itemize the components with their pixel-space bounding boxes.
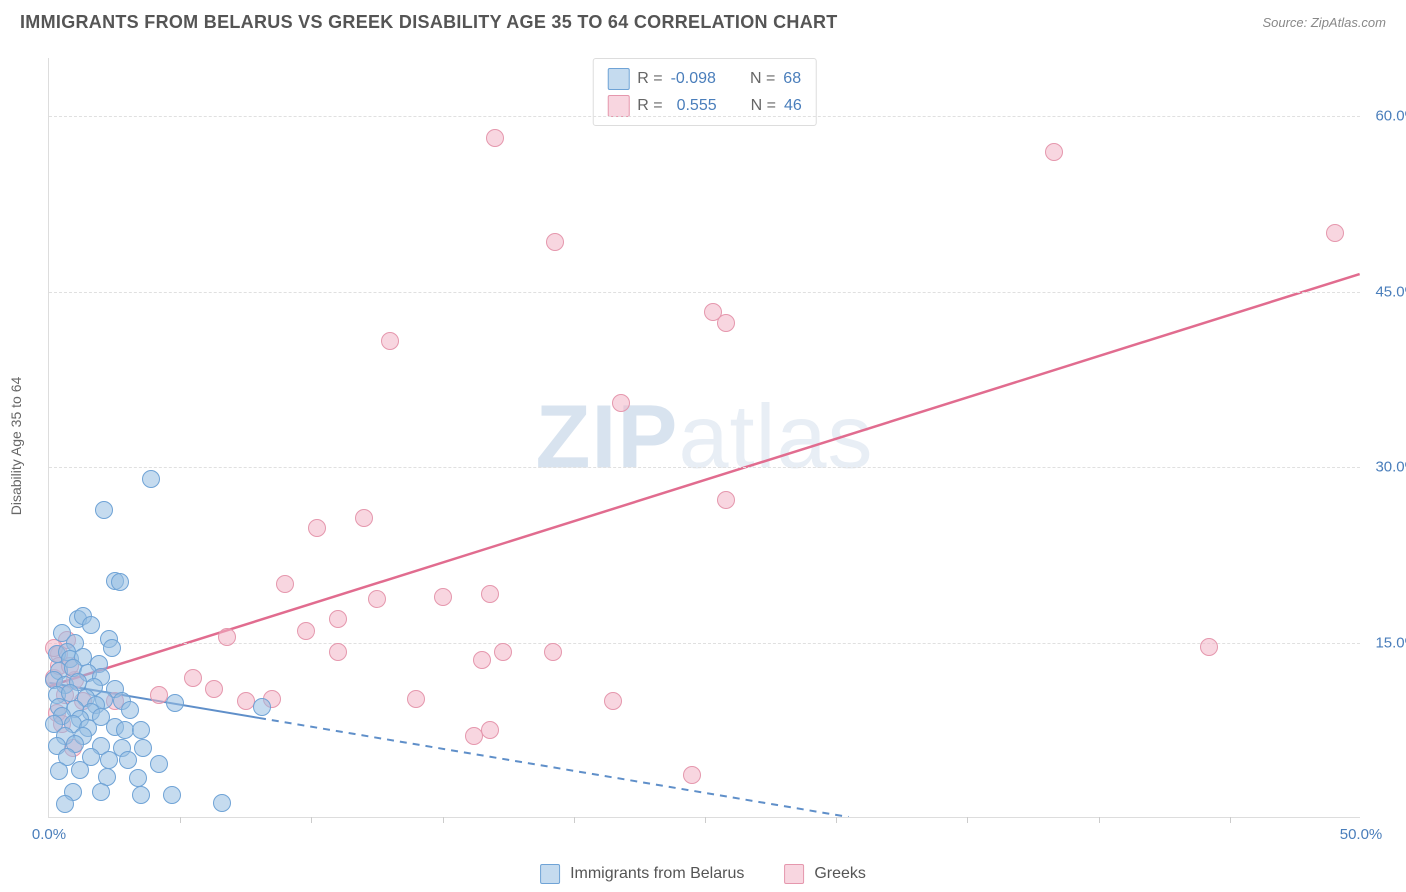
belarus-marker — [103, 639, 121, 657]
legend-item-belarus: Immigrants from Belarus — [540, 864, 744, 884]
gridline-h — [49, 116, 1360, 117]
legend-row-greeks: R = 0.555 N = 46 — [607, 92, 802, 119]
x-tick-mark — [180, 817, 181, 823]
n-prefix: N = — [750, 65, 775, 92]
x-tick-mark — [836, 817, 837, 823]
belarus-marker — [134, 739, 152, 757]
x-tick-mark — [1230, 817, 1231, 823]
watermark-rest: atlas — [678, 387, 873, 487]
greeks-marker — [407, 690, 425, 708]
y-tick-label: 60.0% — [1363, 108, 1406, 125]
swatch-belarus — [540, 864, 560, 884]
greeks-marker — [494, 643, 512, 661]
greeks-marker — [276, 575, 294, 593]
page-title: IMMIGRANTS FROM BELARUS VS GREEK DISABIL… — [20, 12, 838, 33]
greeks-marker — [612, 394, 630, 412]
source-prefix: Source: — [1262, 15, 1310, 30]
r-value-greeks: 0.555 — [677, 92, 717, 119]
x-tick-label: 50.0% — [1340, 826, 1383, 843]
greeks-marker — [683, 766, 701, 784]
x-tick-mark — [705, 817, 706, 823]
greeks-marker — [297, 622, 315, 640]
y-tick-label: 15.0% — [1363, 634, 1406, 651]
n-prefix: N = — [751, 92, 776, 119]
swatch-greeks — [607, 95, 629, 117]
n-value-greeks: 46 — [784, 92, 802, 119]
legend-row-belarus: R = -0.098 N = 68 — [607, 65, 802, 92]
source-label: Source: ZipAtlas.com — [1262, 14, 1386, 32]
swatch-belarus — [607, 68, 629, 90]
gridline-h — [49, 292, 1360, 293]
greeks-marker — [329, 610, 347, 628]
legend-label-greeks: Greeks — [814, 865, 866, 883]
y-tick-label: 45.0% — [1363, 283, 1406, 300]
r-value-belarus: -0.098 — [671, 65, 716, 92]
greeks-marker — [717, 491, 735, 509]
belarus-marker — [50, 762, 68, 780]
greeks-marker — [481, 721, 499, 739]
belarus-marker — [71, 761, 89, 779]
x-tick-mark — [967, 817, 968, 823]
scatter-chart: ZIPatlas R = -0.098 N = 68 R = 0.555 N =… — [48, 58, 1360, 818]
belarus-marker — [100, 751, 118, 769]
belarus-marker — [163, 786, 181, 804]
greeks-marker — [546, 233, 564, 251]
greeks-marker — [434, 588, 452, 606]
greeks-marker — [473, 651, 491, 669]
belarus-marker — [129, 769, 147, 787]
belarus-marker — [166, 694, 184, 712]
r-prefix: R = — [637, 92, 662, 119]
belarus-marker — [213, 794, 231, 812]
x-tick-label: 0.0% — [32, 826, 66, 843]
greeks-marker — [717, 314, 735, 332]
belarus-marker — [150, 755, 168, 773]
greeks-marker — [486, 129, 504, 147]
y-tick-label: 30.0% — [1363, 459, 1406, 476]
greeks-marker — [481, 585, 499, 603]
legend-item-greeks: Greeks — [784, 864, 866, 884]
belarus-marker — [142, 470, 160, 488]
belarus-marker — [132, 786, 150, 804]
belarus-marker — [111, 573, 129, 591]
belarus-marker — [92, 783, 110, 801]
belarus-marker — [121, 701, 139, 719]
belarus-marker — [95, 501, 113, 519]
greeks-marker — [184, 669, 202, 687]
belarus-marker — [132, 721, 150, 739]
greeks-marker — [368, 590, 386, 608]
n-value-belarus: 68 — [783, 65, 801, 92]
belarus-marker — [119, 751, 137, 769]
greeks-marker — [329, 643, 347, 661]
belarus-marker — [253, 698, 271, 716]
y-axis-label: Disability Age 35 to 64 — [8, 377, 24, 516]
greeks-marker — [355, 509, 373, 527]
x-tick-mark — [443, 817, 444, 823]
x-tick-mark — [574, 817, 575, 823]
x-tick-mark — [311, 817, 312, 823]
gridline-h — [49, 467, 1360, 468]
greeks-marker — [381, 332, 399, 350]
greeks-marker — [205, 680, 223, 698]
greeks-marker — [604, 692, 622, 710]
greeks-marker — [218, 628, 236, 646]
swatch-greeks — [784, 864, 804, 884]
gridline-h — [49, 643, 1360, 644]
greeks-marker — [308, 519, 326, 537]
watermark-bold: ZIP — [535, 387, 678, 487]
watermark: ZIPatlas — [535, 386, 873, 489]
source-name: ZipAtlas.com — [1311, 15, 1386, 30]
greeks-marker — [1200, 638, 1218, 656]
series-legend: Immigrants from Belarus Greeks — [540, 864, 866, 884]
x-tick-mark — [1099, 817, 1100, 823]
belarus-marker — [82, 616, 100, 634]
greeks-marker — [544, 643, 562, 661]
greeks-marker — [1326, 224, 1344, 242]
r-prefix: R = — [637, 65, 662, 92]
greeks-marker — [1045, 143, 1063, 161]
legend-label-belarus: Immigrants from Belarus — [570, 865, 744, 883]
belarus-marker — [56, 795, 74, 813]
